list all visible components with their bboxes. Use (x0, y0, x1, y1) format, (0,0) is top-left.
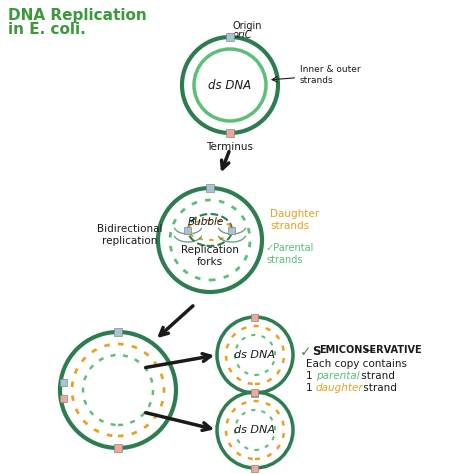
Text: Terminus: Terminus (207, 142, 254, 152)
Text: Bidirectional
replication: Bidirectional replication (97, 224, 163, 246)
Text: Bubble: Bubble (188, 217, 224, 227)
Text: parental: parental (316, 371, 360, 381)
Text: EMICONSERVATIVE: EMICONSERVATIVE (319, 345, 422, 355)
Text: ds DNA: ds DNA (209, 79, 252, 91)
FancyBboxPatch shape (228, 227, 236, 234)
Text: Daughter
strands: Daughter strands (270, 209, 319, 231)
FancyBboxPatch shape (226, 33, 234, 41)
Text: ✓: ✓ (300, 345, 311, 359)
Text: 1: 1 (306, 383, 316, 393)
FancyBboxPatch shape (114, 328, 122, 336)
FancyBboxPatch shape (252, 389, 258, 395)
Text: —: — (312, 345, 375, 355)
FancyBboxPatch shape (61, 379, 67, 385)
Text: daughter: daughter (316, 383, 364, 393)
Text: Replication
forks: Replication forks (181, 245, 239, 267)
Text: S: S (312, 345, 320, 358)
Text: strand: strand (360, 383, 397, 393)
Text: ✓Parental
strands: ✓Parental strands (266, 243, 314, 265)
Text: in E. coli.: in E. coli. (8, 22, 86, 37)
FancyBboxPatch shape (61, 394, 67, 401)
Text: Origin: Origin (233, 21, 263, 31)
Text: oriC: oriC (233, 30, 253, 40)
FancyBboxPatch shape (252, 313, 258, 320)
FancyBboxPatch shape (252, 465, 258, 472)
Text: Each copy contains: Each copy contains (306, 359, 407, 369)
FancyBboxPatch shape (114, 444, 122, 452)
FancyBboxPatch shape (184, 227, 191, 234)
Text: ds DNA: ds DNA (235, 425, 275, 435)
Text: 1: 1 (306, 371, 316, 381)
FancyBboxPatch shape (206, 184, 214, 192)
Text: Inner & outer
strands: Inner & outer strands (272, 65, 361, 85)
FancyBboxPatch shape (226, 129, 234, 137)
Text: DNA Replication: DNA Replication (8, 8, 147, 23)
FancyBboxPatch shape (252, 390, 258, 396)
Text: ds DNA: ds DNA (235, 350, 275, 360)
Text: strand: strand (358, 371, 395, 381)
